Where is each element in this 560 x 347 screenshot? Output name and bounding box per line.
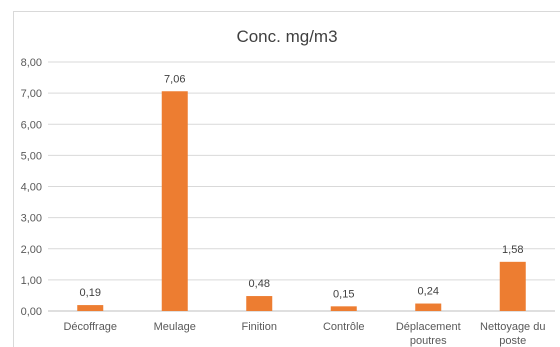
bar bbox=[161, 91, 188, 311]
bar bbox=[499, 261, 526, 311]
chart-title: Conc. mg/m3 bbox=[236, 27, 337, 46]
x-tick-label: Nettoyage du poste bbox=[480, 321, 545, 347]
x-tick-label: Meulage bbox=[154, 321, 196, 333]
y-axis-ticks: 0,00 1,00 2,00 3,00 4,00 5,00 6,00 7,00 8,00 bbox=[21, 57, 42, 318]
y-tick-label: 3,00 bbox=[21, 213, 42, 225]
data-label: 1,58 bbox=[502, 244, 523, 256]
x-tick-label: Déplacement poutres bbox=[396, 321, 461, 347]
data-labels: 0,19 7,06 0,48 0,15 0,24 1,58 bbox=[80, 73, 524, 300]
gridlines bbox=[48, 61, 555, 312]
bar bbox=[330, 306, 357, 311]
bar bbox=[77, 305, 104, 311]
data-label: 0,24 bbox=[418, 286, 439, 298]
y-tick-label: 2,00 bbox=[21, 244, 42, 256]
chart-area bbox=[13, 11, 560, 347]
x-axis-ticks: Décoffrage Meulage Finition Contrôle Déplace… bbox=[63, 321, 545, 347]
y-tick-label: 4,00 bbox=[21, 182, 42, 194]
data-label: 7,06 bbox=[164, 73, 185, 85]
x-tick-label: Décoffrage bbox=[63, 321, 117, 333]
data-label: 0,15 bbox=[333, 288, 354, 300]
bar bbox=[415, 303, 442, 311]
x-tick-label: Contrôle bbox=[323, 321, 365, 333]
y-tick-label: 5,00 bbox=[21, 150, 42, 162]
bars bbox=[77, 91, 526, 311]
y-tick-label: 7,00 bbox=[21, 88, 42, 100]
bar bbox=[246, 296, 273, 311]
y-tick-label: 0,00 bbox=[21, 306, 42, 318]
x-tick-label: Finition bbox=[242, 321, 277, 333]
y-tick-label: 8,00 bbox=[21, 57, 42, 69]
data-label: 0,48 bbox=[249, 278, 270, 290]
y-tick-label: 1,00 bbox=[21, 275, 42, 287]
y-tick-label: 6,00 bbox=[21, 119, 42, 131]
data-label: 0,19 bbox=[80, 287, 101, 299]
